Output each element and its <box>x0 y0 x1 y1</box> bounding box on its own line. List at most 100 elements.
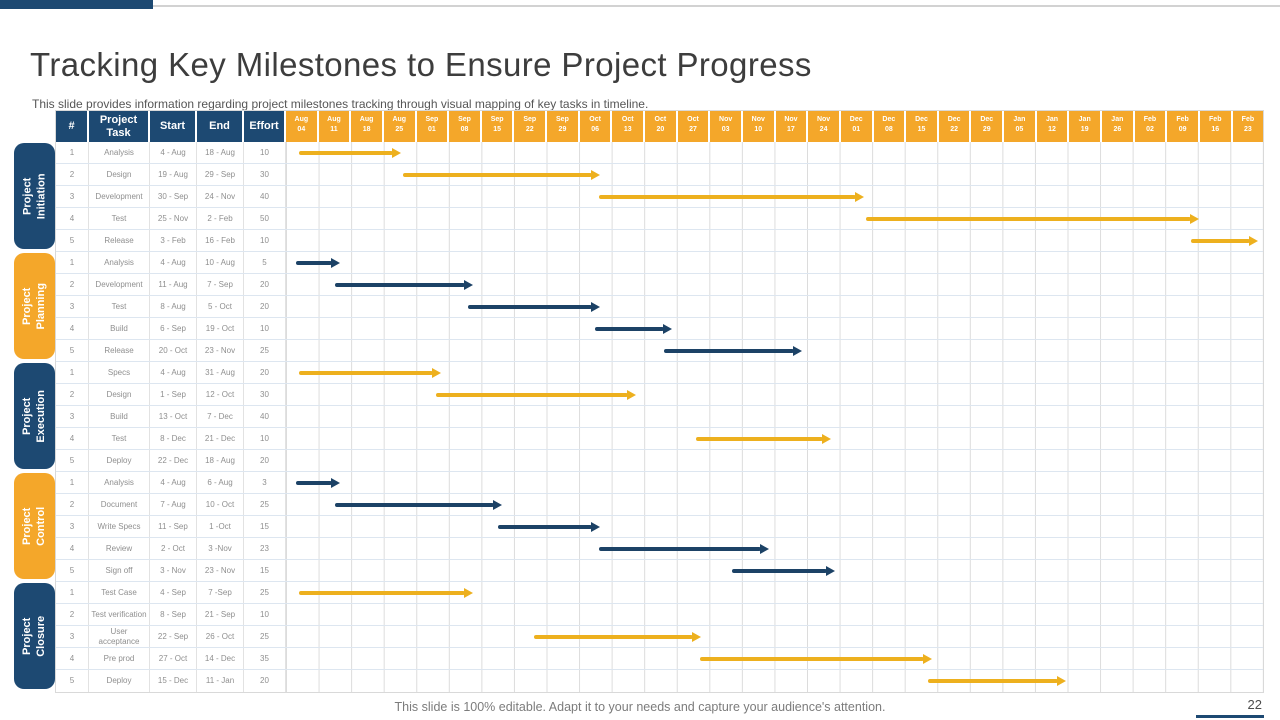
task-effort-cell: 40 <box>244 186 286 207</box>
week-header-cell: Nov 17 <box>775 111 809 142</box>
week-header-cell: Nov 24 <box>808 111 841 142</box>
task-name-cell: Deploy <box>89 450 150 471</box>
task-effort-cell: 25 <box>244 626 286 647</box>
task-start-cell: 4 - Aug <box>150 142 197 163</box>
task-timeline-cell <box>286 318 1263 339</box>
bar-arrowhead <box>822 433 832 444</box>
task-timeline-cell <box>286 538 1263 559</box>
task-row: 5 Release 3 - Feb 16 - Feb 10 <box>56 230 1263 252</box>
task-timeline-cell <box>286 340 1263 361</box>
task-timeline-cell <box>286 252 1263 273</box>
task-end-cell: 14 - Dec <box>197 648 244 669</box>
task-num-cell: 4 <box>56 428 89 449</box>
task-row: 3 User acceptance 22 - Sep 26 - Oct 25 <box>56 626 1263 648</box>
task-effort-cell: 15 <box>244 516 286 537</box>
task-num-cell: 2 <box>56 384 89 405</box>
task-row: 5 Deploy 15 - Dec 11 - Jan 20 <box>56 670 1263 692</box>
task-row: 1 Test Case 4 - Sep 7 -Sep 25 <box>56 582 1263 604</box>
task-end-cell: 7 - Dec <box>197 406 244 427</box>
task-name-cell: Test <box>89 296 150 317</box>
task-name-cell: Review <box>89 538 150 559</box>
bar-arrowhead <box>793 345 803 356</box>
week-header-cell: Dec 29 <box>971 111 1005 142</box>
section-label-project-control: Project Control <box>14 473 55 579</box>
task-effort-cell: 30 <box>244 164 286 185</box>
task-name-cell: Design <box>89 164 150 185</box>
week-header-cell: Feb 09 <box>1167 111 1200 142</box>
task-effort-cell: 10 <box>244 230 286 251</box>
task-name-cell: Write Specs <box>89 516 150 537</box>
task-end-cell: 24 - Nov <box>197 186 244 207</box>
task-end-cell: 10 - Oct <box>197 494 244 515</box>
task-effort-cell: 20 <box>244 670 286 692</box>
header-col--: # <box>56 111 89 142</box>
gantt-bar <box>334 279 474 290</box>
task-timeline-cell <box>286 516 1263 537</box>
week-header-cell: Sep 29 <box>547 111 580 142</box>
week-header-cell: Sep 22 <box>514 111 548 142</box>
task-end-cell: 7 -Sep <box>197 582 244 603</box>
bar-arrowhead <box>825 565 835 576</box>
task-effort-cell: 30 <box>244 384 286 405</box>
section-label-text: Project Closure <box>21 615 48 657</box>
task-start-cell: 11 - Aug <box>150 274 197 295</box>
task-timeline-cell <box>286 274 1263 295</box>
task-start-cell: 2 - Oct <box>150 538 197 559</box>
task-effort-cell: 23 <box>244 538 286 559</box>
task-effort-cell: 35 <box>244 648 286 669</box>
gantt-table: # Project Task Start End Effort Aug 04 Aug 11 Aug… <box>55 110 1264 693</box>
task-effort-cell: 25 <box>244 582 286 603</box>
gantt-bar <box>598 191 864 202</box>
task-num-cell: 3 <box>56 626 89 647</box>
header-col-start: Start <box>150 111 197 142</box>
task-name-cell: Specs <box>89 362 150 383</box>
gantt-bar <box>699 653 933 664</box>
page-number: 22 <box>1247 697 1262 712</box>
week-header-cell: Sep 01 <box>416 111 450 142</box>
task-start-cell: 4 - Aug <box>150 472 197 493</box>
task-timeline-cell <box>286 428 1263 449</box>
task-end-cell: 29 - Sep <box>197 164 244 185</box>
bar-arrowhead <box>692 631 702 642</box>
task-timeline-cell <box>286 472 1263 493</box>
task-start-cell: 4 - Sep <box>150 582 197 603</box>
task-start-cell: 11 - Sep <box>150 516 197 537</box>
task-name-cell: Analysis <box>89 142 150 163</box>
task-start-cell: 3 - Nov <box>150 560 197 581</box>
bar-arrowhead <box>493 499 503 510</box>
gantt-bar <box>663 345 803 356</box>
task-start-cell: 8 - Sep <box>150 604 197 625</box>
task-start-cell: 1 - Sep <box>150 384 197 405</box>
task-end-cell: 26 - Oct <box>197 626 244 647</box>
week-header-cell: Aug 18 <box>351 111 384 142</box>
gantt-header-row: # Project Task Start End Effort Aug 04 Aug 11 Aug… <box>56 111 1264 142</box>
task-row: 5 Sign off 3 - Nov 23 - Nov 15 <box>56 560 1263 582</box>
task-row: 2 Document 7 - Aug 10 - Oct 25 <box>56 494 1263 516</box>
task-num-cell: 1 <box>56 472 89 493</box>
task-row: 1 Analysis 4 - Aug 18 - Aug 10 <box>56 142 1263 164</box>
bar-arrowhead <box>626 389 636 400</box>
task-num-cell: 3 <box>56 296 89 317</box>
task-num-cell: 4 <box>56 318 89 339</box>
task-effort-cell: 25 <box>244 340 286 361</box>
task-row: 3 Development 30 - Sep 24 - Nov 40 <box>56 186 1263 208</box>
task-num-cell: 4 <box>56 208 89 229</box>
week-header-cell: Aug 11 <box>318 111 352 142</box>
task-effort-cell: 20 <box>244 274 286 295</box>
task-num-cell: 5 <box>56 670 89 692</box>
task-end-cell: 19 - Oct <box>197 318 244 339</box>
task-row: 4 Pre prod 27 - Oct 14 - Dec 35 <box>56 648 1263 670</box>
task-name-cell: Development <box>89 186 150 207</box>
task-start-cell: 15 - Dec <box>150 670 197 692</box>
task-row: 4 Review 2 - Oct 3 -Nov 23 <box>56 538 1263 560</box>
gantt-chart: Project Initiation Project Planning Project E… <box>14 110 1264 693</box>
task-start-cell: 19 - Aug <box>150 164 197 185</box>
task-effort-cell: 50 <box>244 208 286 229</box>
task-timeline-cell <box>286 560 1263 581</box>
task-num-cell: 5 <box>56 560 89 581</box>
task-row: 4 Test 25 - Nov 2 - Feb 50 <box>56 208 1263 230</box>
task-end-cell: 2 - Feb <box>197 208 244 229</box>
bar-arrowhead <box>923 653 933 664</box>
task-start-cell: 7 - Aug <box>150 494 197 515</box>
bar-arrowhead <box>760 543 770 554</box>
